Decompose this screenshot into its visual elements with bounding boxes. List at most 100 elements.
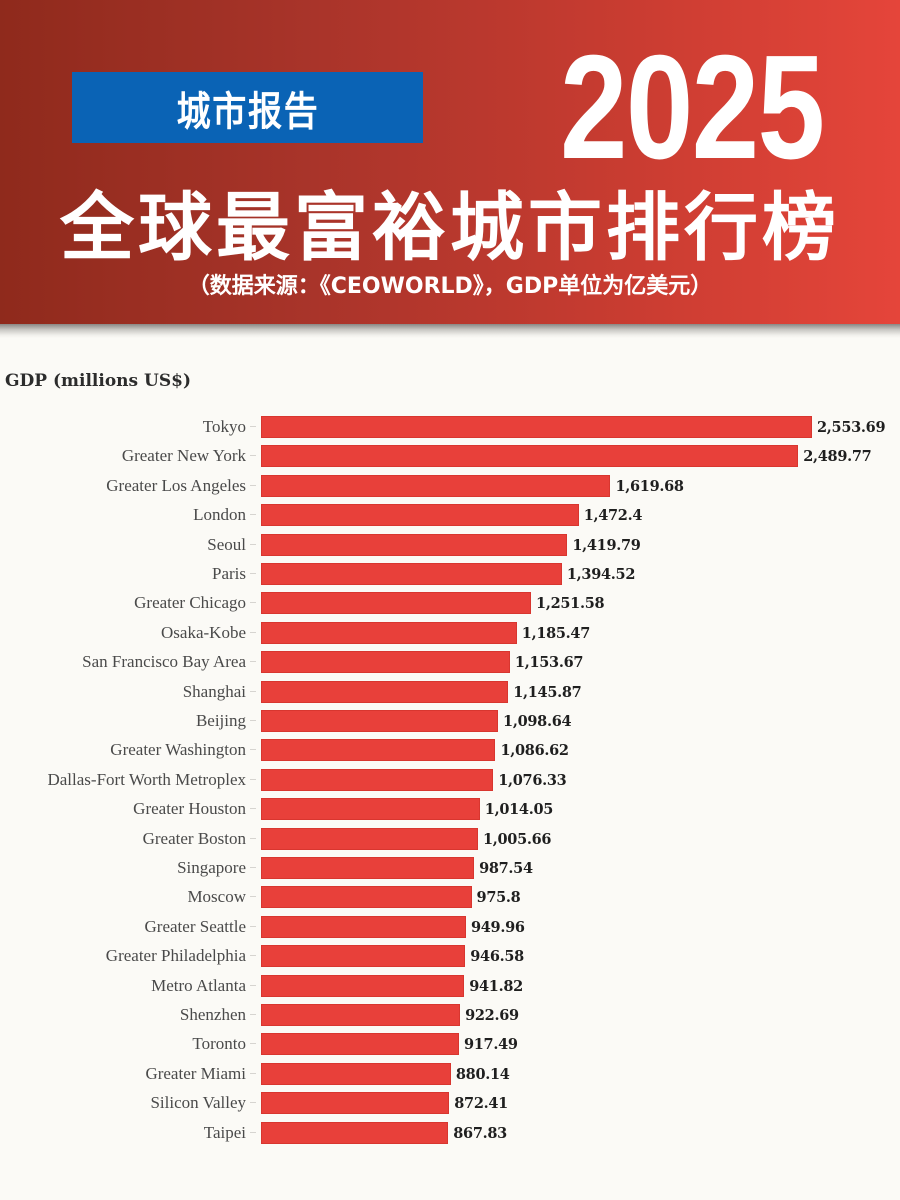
value-label: 2,489.77 bbox=[803, 448, 872, 466]
value-label: 1,185.47 bbox=[521, 624, 591, 642]
year-label: 2025 bbox=[560, 25, 825, 190]
category-label: Greater Chicago bbox=[134, 593, 246, 613]
axis-tick bbox=[250, 720, 256, 721]
value-label: 1,153.67 bbox=[514, 654, 584, 672]
chart-row: Singapore 987.54 bbox=[0, 853, 900, 882]
value-label: 1,394.52 bbox=[566, 566, 636, 583]
chart-row: Greater New York 2,489.77 bbox=[0, 441, 900, 470]
bar bbox=[261, 1121, 449, 1144]
value-label: 922.69 bbox=[465, 1007, 519, 1024]
value-label: 917.49 bbox=[463, 1036, 518, 1054]
category-label: Osaka-Kobe bbox=[161, 622, 246, 642]
chart-row: Osaka-Kobe 1,185.47 bbox=[0, 618, 900, 647]
value-label: 880.14 bbox=[455, 1065, 510, 1083]
chart-row: Greater Seattle 949.96 bbox=[0, 912, 900, 941]
bar bbox=[261, 798, 480, 821]
category-label: Moscow bbox=[187, 887, 246, 907]
bar bbox=[261, 621, 517, 644]
axis-tick bbox=[250, 867, 256, 868]
value-label: 1,145.87 bbox=[513, 683, 582, 701]
value-label: 1,076.33 bbox=[498, 771, 567, 789]
bar bbox=[261, 563, 562, 585]
chart-row: Greater Miami 880.14 bbox=[0, 1059, 900, 1088]
chart-row: Greater Washington 1,086.62 bbox=[0, 735, 900, 764]
axis-tick bbox=[250, 1043, 256, 1045]
chart-row: Seoul 1,419.79 bbox=[0, 530, 900, 559]
axis-tick bbox=[250, 455, 256, 457]
axis-tick bbox=[250, 1102, 256, 1104]
category-label: Toronto bbox=[192, 1034, 246, 1054]
bar bbox=[261, 915, 466, 938]
report-badge: 城市报告 bbox=[72, 72, 423, 143]
axis-tick bbox=[250, 426, 256, 427]
chart-row: Taipei 867.83 bbox=[0, 1118, 900, 1147]
value-label: 946.58 bbox=[470, 948, 524, 966]
category-label: Greater Houston bbox=[133, 799, 246, 819]
axis-tick bbox=[250, 602, 256, 604]
axis-tick bbox=[250, 955, 256, 957]
chart-row: Greater Chicago 1,251.58 bbox=[0, 588, 900, 617]
bar bbox=[261, 1062, 451, 1085]
page-title: 全球最富裕城市排行榜 bbox=[60, 185, 840, 271]
chart-row: Dallas-Fort Worth Metroplex 1,076.33 bbox=[0, 765, 900, 794]
bar bbox=[261, 416, 812, 438]
chart-row: Paris 1,394.52 bbox=[0, 559, 900, 588]
chart-row: Toronto 917.49 bbox=[0, 1029, 900, 1058]
category-label: Beijing bbox=[195, 711, 246, 730]
chart-row: Silicon Valley 872.41 bbox=[0, 1088, 900, 1117]
category-label: Metro Atlanta bbox=[151, 975, 246, 995]
value-label: 1,086.62 bbox=[500, 742, 569, 760]
axis-tick bbox=[250, 484, 256, 486]
axis-tick bbox=[250, 514, 256, 516]
badge-label: 城市报告 bbox=[176, 88, 319, 135]
data-source-subtitle: （数据来源：《CEOWORLD》，GDP单位为亿美元） bbox=[187, 274, 713, 299]
category-label: Greater Los Angeles bbox=[106, 475, 246, 495]
axis-tick bbox=[250, 631, 256, 633]
category-label: Taipei bbox=[203, 1122, 246, 1142]
category-label: San Francisco Bay Area bbox=[82, 652, 246, 672]
bar bbox=[261, 592, 532, 615]
axis-tick bbox=[250, 690, 256, 692]
category-label: Dallas-Fort Worth Metroplex bbox=[47, 769, 246, 789]
bar bbox=[261, 768, 494, 791]
value-label: 1,619.68 bbox=[615, 477, 684, 495]
axis-tick bbox=[250, 925, 256, 927]
axis-tick bbox=[250, 749, 256, 751]
chart-row: Shenzhen 922.69 bbox=[0, 1000, 900, 1029]
value-label: 975.8 bbox=[476, 889, 521, 907]
category-label: Greater Seattle bbox=[144, 916, 246, 936]
axis-tick bbox=[250, 808, 256, 810]
axis-tick bbox=[250, 661, 256, 663]
value-label: 1,472.4 bbox=[583, 507, 643, 525]
bar bbox=[261, 1092, 450, 1115]
bar bbox=[261, 827, 478, 850]
header-banner: 城市报告 2025 全球最富裕城市排行榜 （数据来源：《CEOWORLD》，GD… bbox=[0, 0, 900, 324]
axis-tick bbox=[250, 543, 256, 545]
bar bbox=[261, 474, 611, 497]
category-label: Seoul bbox=[207, 534, 246, 554]
bar bbox=[261, 974, 465, 997]
value-label: 1,005.66 bbox=[482, 830, 552, 848]
bar bbox=[261, 739, 496, 762]
value-label: 1,251.58 bbox=[536, 595, 605, 613]
category-label: Shanghai bbox=[182, 681, 246, 701]
category-label: Greater New York bbox=[121, 446, 246, 466]
category-label: Greater Boston bbox=[142, 828, 246, 848]
bar bbox=[261, 680, 509, 703]
bar bbox=[261, 651, 510, 674]
value-label: 1,098.64 bbox=[503, 713, 572, 730]
category-label: Greater Philadelphia bbox=[105, 946, 246, 966]
chart-row: Greater Boston 1,005.66 bbox=[0, 824, 900, 853]
axis-tick bbox=[250, 1131, 256, 1133]
bar bbox=[261, 710, 499, 732]
chart-row: Greater Houston 1,014.05 bbox=[0, 794, 900, 823]
axis-tick bbox=[250, 778, 256, 780]
value-label: 867.83 bbox=[453, 1124, 507, 1142]
bar bbox=[261, 504, 579, 527]
value-label: 987.54 bbox=[479, 860, 533, 877]
value-label: 1,014.05 bbox=[484, 801, 554, 819]
axis-tick bbox=[250, 1072, 256, 1074]
axis-tick bbox=[250, 984, 256, 986]
bar bbox=[261, 945, 466, 968]
value-label: 941.82 bbox=[469, 977, 523, 995]
